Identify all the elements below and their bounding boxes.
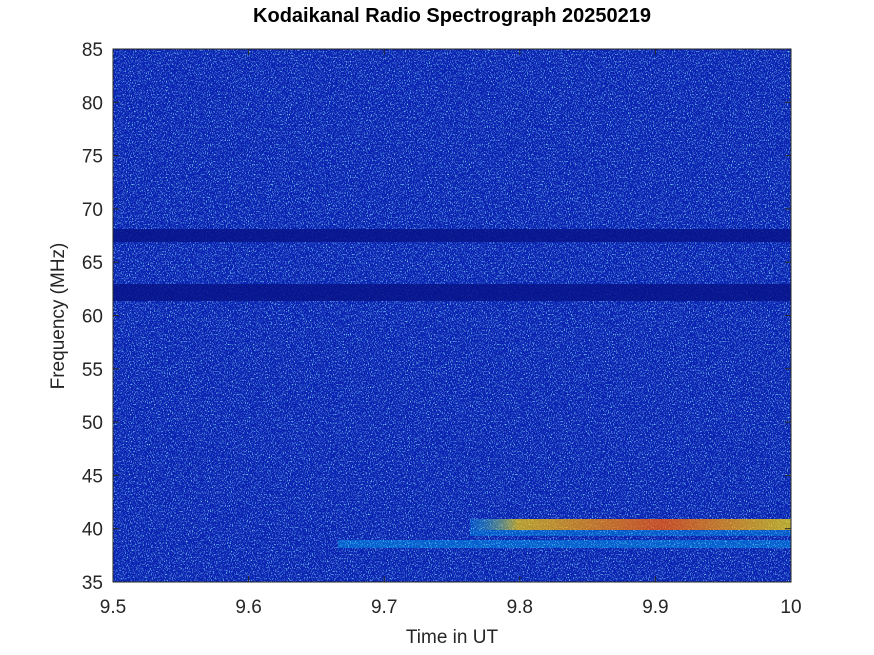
dark-band	[113, 284, 791, 301]
y-tick-label: 35	[82, 573, 103, 594]
x-tick-label: 9.6	[235, 597, 261, 618]
y-tick-label: 45	[82, 466, 103, 487]
x-axis-label: Time in UT	[406, 627, 499, 648]
y-axis-label: Frequency (MHz)	[48, 243, 69, 390]
y-tick-label: 60	[82, 307, 103, 328]
x-tick-label: 9.5	[100, 597, 126, 618]
emission	[338, 540, 791, 548]
x-tick-label: 9.7	[371, 597, 397, 618]
emission	[470, 530, 791, 536]
y-tick-label: 70	[82, 200, 103, 221]
chart-title: Kodaikanal Radio Spectrograph 20250219	[253, 5, 651, 27]
noise	[113, 49, 791, 582]
y-tick-label: 75	[82, 147, 103, 168]
x-tick-label: 10	[780, 597, 801, 618]
y-tick-label: 80	[82, 93, 103, 114]
y-tick-label: 65	[82, 253, 103, 274]
y-tick-label: 55	[82, 360, 103, 381]
y-tick-label: 40	[82, 520, 103, 541]
x-tick-label: 9.9	[642, 597, 668, 618]
x-tick-label: 9.8	[507, 597, 533, 618]
emission	[470, 519, 791, 530]
dark-band	[113, 229, 791, 242]
spectrogram-image	[113, 49, 791, 582]
y-tick-label: 50	[82, 413, 103, 434]
y-tick-label: 85	[82, 40, 103, 61]
